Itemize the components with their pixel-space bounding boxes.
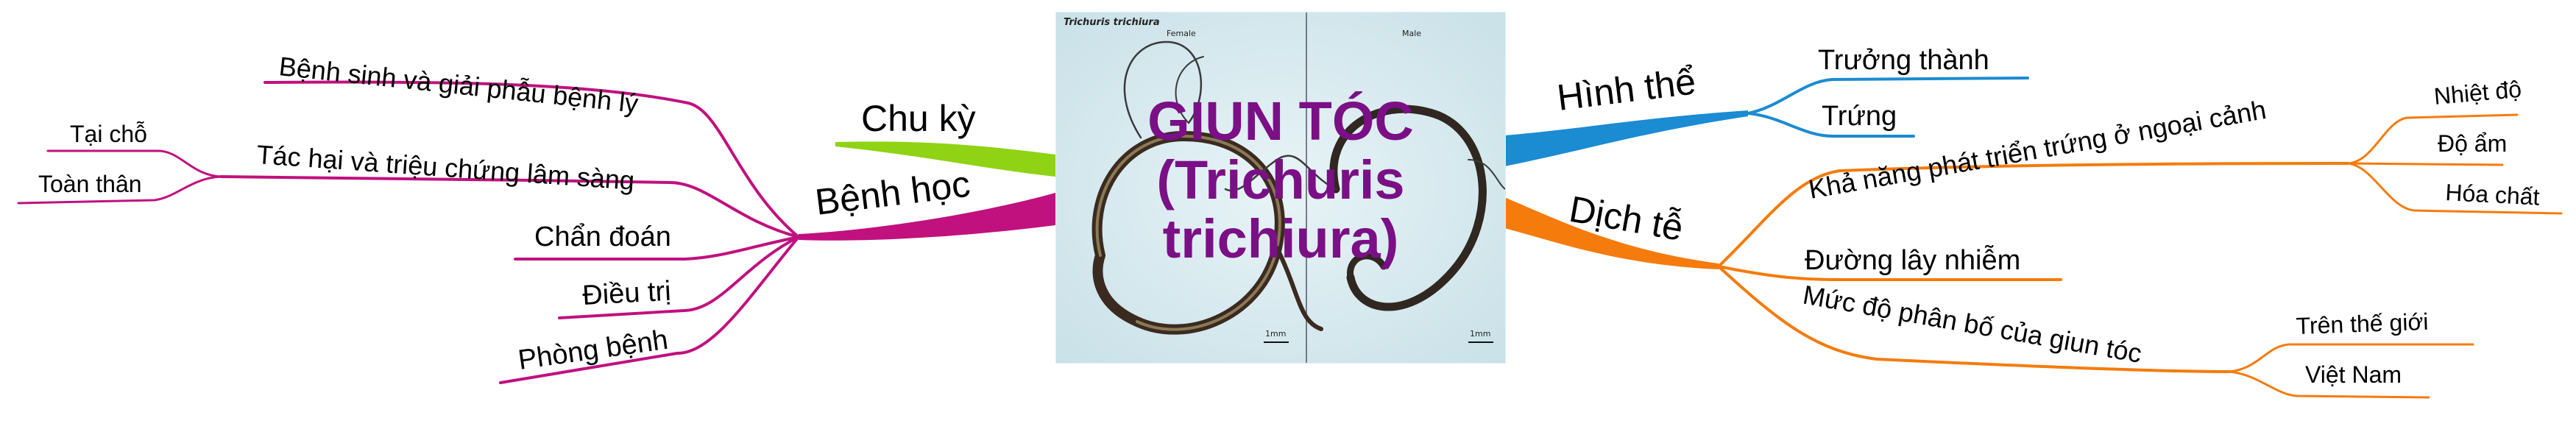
branch-chu-ky-line <box>835 141 1055 177</box>
branch-benh-hoc-line <box>799 193 1055 241</box>
do-am-label[interactable]: Độ ẩm <box>2438 130 2507 157</box>
scale-label-right: 1mm <box>1470 329 1491 339</box>
central-title-line-3: trichiura) <box>1162 208 1399 269</box>
toan-than-line <box>17 175 222 205</box>
viet-nam-line <box>2229 370 2430 399</box>
tai-cho-line <box>46 149 222 178</box>
trung-label[interactable]: Trứng <box>1822 101 1897 132</box>
chan-doan-label[interactable]: Chẩn đoán <box>534 222 671 252</box>
branch-benh-hoc-texts: Bệnh học Bệnh sinh và giải phẫu bệnh lý … <box>38 51 972 376</box>
kha-nang-line <box>1717 162 2349 268</box>
central-node[interactable]: Trichuris trichiura Female Male 1mm 1mm … <box>1055 12 1506 364</box>
viet-nam-label[interactable]: Việt Nam <box>2305 361 2402 388</box>
dieu-tri-line <box>558 236 800 319</box>
branch-benh-hoc <box>17 80 1055 384</box>
branch-hinh-the <box>1504 77 2029 166</box>
central-title-line-2: (Trichuris <box>1156 149 1405 210</box>
central-title: GIUN TÓC (Trichuris trichiura) <box>1056 92 1505 269</box>
branch-hinh-the-line <box>1504 110 1748 166</box>
trung-line <box>1747 112 1915 138</box>
worm-photo <box>1056 13 1505 363</box>
nhiet-do-label[interactable]: Nhiệt độ <box>2432 76 2522 110</box>
photo-caption: Trichuris trichiura <box>1064 17 1160 28</box>
muc-do-line <box>1717 265 2232 373</box>
tren-the-gioi-label[interactable]: Trên thế giới <box>2296 308 2429 339</box>
tren-the-gioi-line <box>2229 343 2474 373</box>
scale-label-left: 1mm <box>1265 329 1287 339</box>
dieu-tri-label[interactable]: Điều trị <box>581 276 671 311</box>
truong-thanh-label[interactable]: Trưởng thành <box>1818 45 1989 76</box>
truong-thanh-line <box>1747 77 2029 115</box>
branch-hinh-the-label[interactable]: Hình thể <box>1555 60 1698 118</box>
phong-benh-line <box>499 236 800 384</box>
hoa-chat-line <box>2346 162 2563 215</box>
nhiet-do-line <box>2346 113 2519 165</box>
duong-lay-label[interactable]: Đường lây nhiễm <box>1805 244 2020 276</box>
female-label: Female <box>1167 29 1196 38</box>
male-label: Male <box>1402 29 1422 38</box>
toan-than-label[interactable]: Toàn thân <box>38 171 142 197</box>
do-am-line <box>2346 162 2504 166</box>
branch-dich-te-texts: Dịch tễ Khả năng phát triển trứng ở ngoạ… <box>1566 76 2540 388</box>
branch-dich-te-line <box>1504 197 1719 269</box>
male-worm <box>1224 105 1505 311</box>
tac-hai-line <box>219 175 800 238</box>
tai-cho-label[interactable]: Tại chỗ <box>70 121 147 147</box>
branch-chu-ky: Chu kỳ <box>835 98 1055 177</box>
tac-hai-label[interactable]: Tác hại và triệu chứng lâm sàng <box>255 139 635 196</box>
duong-lay-line <box>1717 265 2062 281</box>
female-worm <box>1091 40 1323 335</box>
branch-dich-te <box>1504 113 2563 399</box>
central-title-line-1: GIUN TÓC <box>1147 91 1414 152</box>
branch-benh-hoc-label[interactable]: Bệnh học <box>813 163 973 223</box>
hoa-chat-label[interactable]: Hóa chất <box>2445 179 2541 210</box>
branch-chu-ky-label[interactable]: Chu kỳ <box>861 98 976 139</box>
benh-sinh-line <box>263 80 800 238</box>
chan-doan-line <box>514 236 800 261</box>
benh-sinh-label[interactable]: Bệnh sinh và giải phẫu bệnh lý <box>277 51 640 118</box>
